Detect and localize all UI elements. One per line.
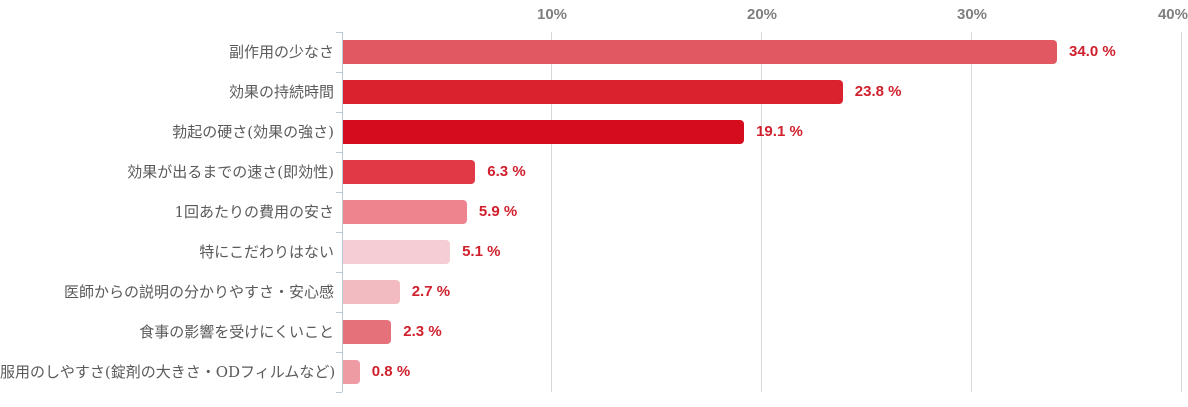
value-label: 0.8 % xyxy=(371,363,411,380)
bar-row: 2.3 % xyxy=(342,312,1182,352)
category-label: 勃起の硬さ(効果の強さ) xyxy=(172,123,334,141)
value-label: 23.8 % xyxy=(854,83,902,100)
x-axis-tick-label: 30% xyxy=(956,6,988,23)
category-label: 医師からの説明の分かりやすさ・安心感 xyxy=(63,283,334,301)
y-axis-tick xyxy=(336,192,342,193)
gridline xyxy=(1181,32,1182,392)
category-label: 食事の影響を受けにくいこと xyxy=(139,323,334,341)
x-axis-tick-label: 10% xyxy=(536,6,568,23)
plot-area: 34.0 % 23.8 % 19.1 % 6.3 % 5.9 % 5.1 % 2.7 % 2.… xyxy=(336,32,1182,393)
bar xyxy=(343,240,451,264)
bar xyxy=(343,40,1057,64)
y-axis-tick xyxy=(336,112,342,113)
bar xyxy=(343,280,400,304)
category-label: 効果が出るまでの速さ(即効性) xyxy=(127,163,334,181)
value-label: 5.9 % xyxy=(478,203,518,220)
y-axis-tick xyxy=(336,32,342,33)
bar-row: 2.7 % xyxy=(342,272,1182,312)
bar-row: 34.0 % xyxy=(342,32,1182,72)
bar xyxy=(343,120,745,144)
bar-row: 6.3 % xyxy=(342,152,1182,192)
value-label: 6.3 % xyxy=(487,163,526,180)
value-label: 5.1 % xyxy=(462,243,501,260)
bar xyxy=(343,320,392,344)
y-axis-tick xyxy=(336,272,342,273)
bar xyxy=(343,360,360,384)
y-axis-tick xyxy=(336,232,342,233)
category-label: 副作用の少なさ xyxy=(228,43,334,61)
category-label: 特にこだわりはない xyxy=(199,243,334,261)
y-axis-tick xyxy=(336,312,342,313)
bar xyxy=(343,80,843,104)
bar-row: 0.8 % xyxy=(342,352,1182,392)
x-axis-tick-label: 20% xyxy=(746,6,778,23)
y-axis-tick xyxy=(336,352,342,353)
category-label: 効果の持続時間 xyxy=(228,83,334,101)
x-axis-tick-label: 40% xyxy=(1157,6,1188,23)
y-axis-category-labels: 副作用の少なさ 効果の持続時間勃起の硬さ(効果の強さ) 効果が出るまでの速さ(即効性… xyxy=(0,32,336,392)
gridline xyxy=(551,32,552,392)
y-axis-tick xyxy=(336,72,342,73)
category-label: 服用のしやすさ(錠剤の大きさ・ODフィルムなど) xyxy=(0,363,336,381)
bar-row: 19.1 % xyxy=(342,112,1182,152)
bar xyxy=(343,200,467,224)
gridline xyxy=(971,32,972,392)
x-axis: 10% 20% 30% 40% xyxy=(342,6,1188,28)
bar-row: 23.8 % xyxy=(342,72,1182,112)
bar-row: 5.9 % xyxy=(342,192,1182,232)
bar-row: 5.1 % xyxy=(342,232,1182,272)
category-label: 1回あたりの費用の安さ xyxy=(174,203,334,221)
value-label: 34.0 % xyxy=(1069,43,1116,60)
gridline xyxy=(761,32,762,392)
y-axis-tick xyxy=(336,392,342,393)
value-label: 2.3 % xyxy=(403,323,442,340)
value-label: 2.7 % xyxy=(411,283,451,300)
y-axis-tick xyxy=(336,152,342,153)
y-axis-line xyxy=(342,32,343,392)
bar xyxy=(343,160,476,184)
value-label: 19.1 % xyxy=(756,123,803,140)
